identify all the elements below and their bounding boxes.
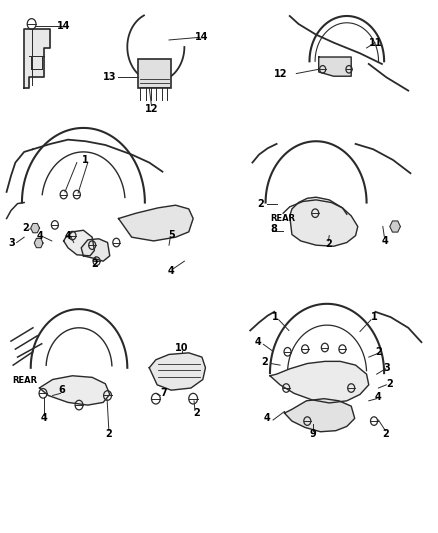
Polygon shape [34,238,43,248]
Text: 4: 4 [64,231,71,240]
Text: 2: 2 [385,379,392,389]
Text: 8: 8 [269,224,276,234]
Polygon shape [64,230,94,256]
Text: 4: 4 [254,337,261,347]
Text: 6: 6 [58,385,65,395]
Text: REAR: REAR [12,376,37,385]
Text: 14: 14 [57,21,70,30]
Text: 2: 2 [105,430,112,439]
Text: 1: 1 [370,312,377,322]
Text: 12: 12 [273,69,287,78]
Text: 11: 11 [368,38,381,47]
Text: 1: 1 [82,155,89,165]
Text: 2: 2 [261,358,267,367]
Polygon shape [24,29,50,88]
Text: 3: 3 [383,363,390,373]
Text: 2: 2 [324,239,331,249]
Polygon shape [31,223,39,233]
Text: 2: 2 [91,259,98,269]
Text: 7: 7 [159,389,166,398]
Text: 9: 9 [308,430,315,439]
Text: 3: 3 [8,238,15,247]
Text: 12: 12 [145,104,158,114]
Polygon shape [149,353,205,390]
Text: 2: 2 [22,223,29,233]
Text: 2: 2 [193,408,200,418]
Text: 4: 4 [167,266,174,276]
Bar [138,59,171,88]
Text: 2: 2 [374,347,381,357]
Text: 1: 1 [272,312,279,322]
Text: 4: 4 [37,231,44,240]
Polygon shape [318,57,350,76]
Text: 2: 2 [257,199,264,208]
Polygon shape [284,399,354,432]
Text: 4: 4 [374,392,381,402]
Text: REAR: REAR [269,214,294,223]
Polygon shape [118,205,193,241]
Text: 5: 5 [167,230,174,239]
Text: 4: 4 [380,236,387,246]
Text: 13: 13 [102,72,116,82]
Text: 10: 10 [175,343,188,352]
Text: 4: 4 [263,414,269,423]
Text: 14: 14 [195,33,208,42]
Text: 4: 4 [40,414,47,423]
Polygon shape [39,376,110,405]
Polygon shape [81,239,110,261]
Polygon shape [289,197,357,246]
Polygon shape [269,361,368,403]
Text: 2: 2 [381,430,388,439]
Polygon shape [389,221,399,232]
